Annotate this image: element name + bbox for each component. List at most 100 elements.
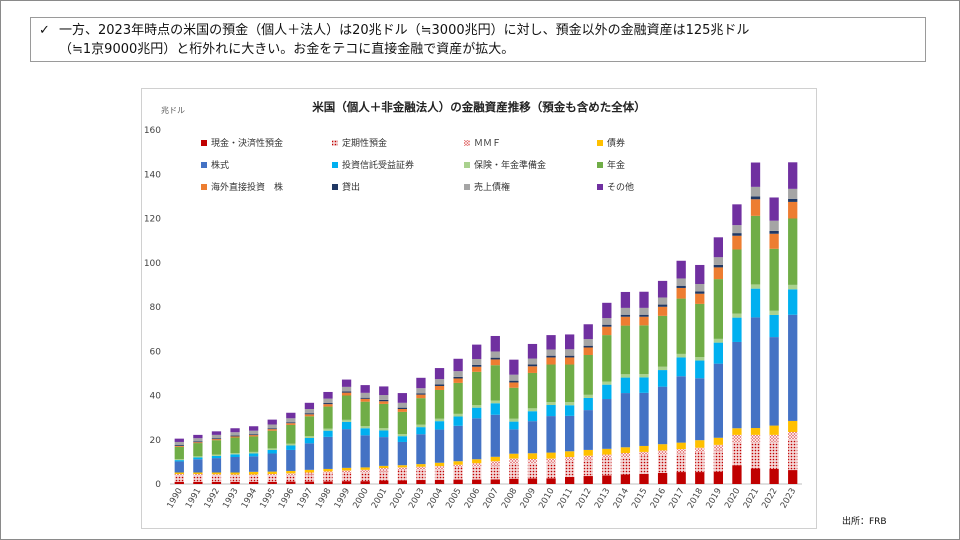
- x-tick-label: 1997: [296, 487, 315, 511]
- bar-stack: [230, 428, 240, 484]
- bar-segment: [583, 345, 593, 348]
- bar-segment: [174, 460, 184, 462]
- bar-segment: [434, 466, 445, 469]
- bar-segment: [732, 225, 742, 234]
- bar-segment: [639, 377, 649, 393]
- bar-stack: [304, 402, 315, 484]
- bar-segment: [509, 421, 519, 430]
- bar-segment: [732, 233, 742, 236]
- y-tick-label: 40: [150, 392, 162, 402]
- bar-segment: [249, 471, 259, 475]
- bar-segment: [583, 455, 593, 460]
- bar-segment: [713, 338, 723, 343]
- bar-segment: [174, 459, 184, 461]
- bar-segment: [639, 456, 649, 474]
- x-tick-label: 2020: [723, 487, 742, 511]
- bar-segment: [286, 473, 296, 475]
- bar-segment: [713, 444, 723, 451]
- bar-segment: [639, 316, 649, 326]
- bar-segment: [657, 386, 668, 445]
- bar-segment: [249, 481, 259, 484]
- bar-segment: [472, 459, 482, 464]
- legend-swatch: [464, 184, 470, 190]
- bar-segment: [453, 371, 463, 377]
- bar-stack: [788, 162, 798, 484]
- bar-segment: [434, 421, 445, 430]
- x-tick-label: 2011: [556, 487, 575, 511]
- bar-segment: [267, 419, 277, 425]
- bar-stack: [472, 344, 482, 484]
- y-axis-unit-label: 兆ドル: [161, 105, 185, 115]
- bar-segment: [565, 334, 575, 350]
- x-tick-label: 2003: [407, 487, 426, 511]
- bar-segment: [750, 441, 761, 469]
- bar-segment: [713, 471, 723, 484]
- bar-segment: [230, 432, 240, 436]
- bar-segment: [788, 218, 798, 285]
- bar-segment: [230, 474, 240, 476]
- bar-segment: [434, 385, 445, 390]
- bar-stack: [620, 291, 631, 484]
- bar-segment: [620, 453, 631, 458]
- legend-swatch: [464, 162, 470, 168]
- bar-segment: [788, 198, 798, 202]
- bar-segment: [490, 400, 500, 404]
- bar-segment: [695, 283, 705, 292]
- bar-segment: [509, 429, 519, 454]
- bar-segment: [713, 267, 723, 280]
- bar-segment: [341, 419, 352, 422]
- bar-segment: [230, 428, 240, 433]
- bar-segment: [490, 403, 500, 415]
- bar-segment: [416, 394, 426, 399]
- bar-segment: [472, 463, 482, 467]
- bar-segment: [657, 472, 668, 484]
- bar-segment: [211, 440, 222, 455]
- bar-segment: [341, 470, 352, 474]
- bar-segment: [472, 364, 482, 367]
- bar-segment: [211, 431, 222, 435]
- bar-segment: [211, 474, 222, 476]
- bar-segment: [360, 392, 370, 398]
- bar-segment: [323, 481, 333, 484]
- bar-segment: [732, 317, 742, 342]
- bar-stack: [639, 291, 649, 484]
- bar-segment: [639, 473, 649, 484]
- bar-segment: [323, 473, 333, 482]
- bar-segment: [304, 474, 315, 482]
- legend-item: 定期性預金: [332, 137, 387, 149]
- bar-segment: [267, 424, 277, 429]
- bar-segment: [360, 472, 370, 482]
- x-tick-label: 2004: [426, 487, 445, 511]
- legend-swatch: [332, 140, 338, 146]
- legend-item: 売上債権: [464, 181, 510, 193]
- bar-segment: [323, 430, 333, 437]
- x-tick-label: 1994: [240, 487, 259, 511]
- bar-segment: [193, 475, 203, 482]
- bar-segment: [509, 387, 519, 419]
- bar-segment: [434, 379, 445, 385]
- legend-label: 貸出: [342, 181, 360, 193]
- bar-segment: [193, 457, 203, 460]
- bar-segment: [453, 467, 463, 480]
- bar-stack: [434, 368, 445, 484]
- bar-segment: [304, 402, 315, 409]
- bar-segment: [211, 475, 222, 482]
- bar-segment: [286, 474, 296, 482]
- callout-line-1: 一方、2023年時点の米国の預金（個人＋法人）は20兆ドル（≒3000兆円）に対…: [59, 23, 750, 38]
- bar-segment: [713, 264, 723, 268]
- bar-segment: [472, 358, 482, 365]
- bar-segment: [453, 358, 463, 372]
- bar-segment: [416, 427, 426, 435]
- bar-segment: [379, 480, 389, 484]
- bar-stack: [286, 412, 296, 484]
- bar-segment: [695, 472, 705, 484]
- bar-segment: [397, 467, 407, 471]
- bar-segment: [546, 462, 556, 479]
- bar-segment: [750, 196, 761, 200]
- bar-segment: [620, 377, 631, 394]
- bar-segment: [416, 377, 426, 389]
- bar-segment: [620, 291, 631, 308]
- bar-segment: [453, 382, 463, 414]
- bar-segment: [527, 372, 538, 409]
- bar-segment: [769, 434, 779, 442]
